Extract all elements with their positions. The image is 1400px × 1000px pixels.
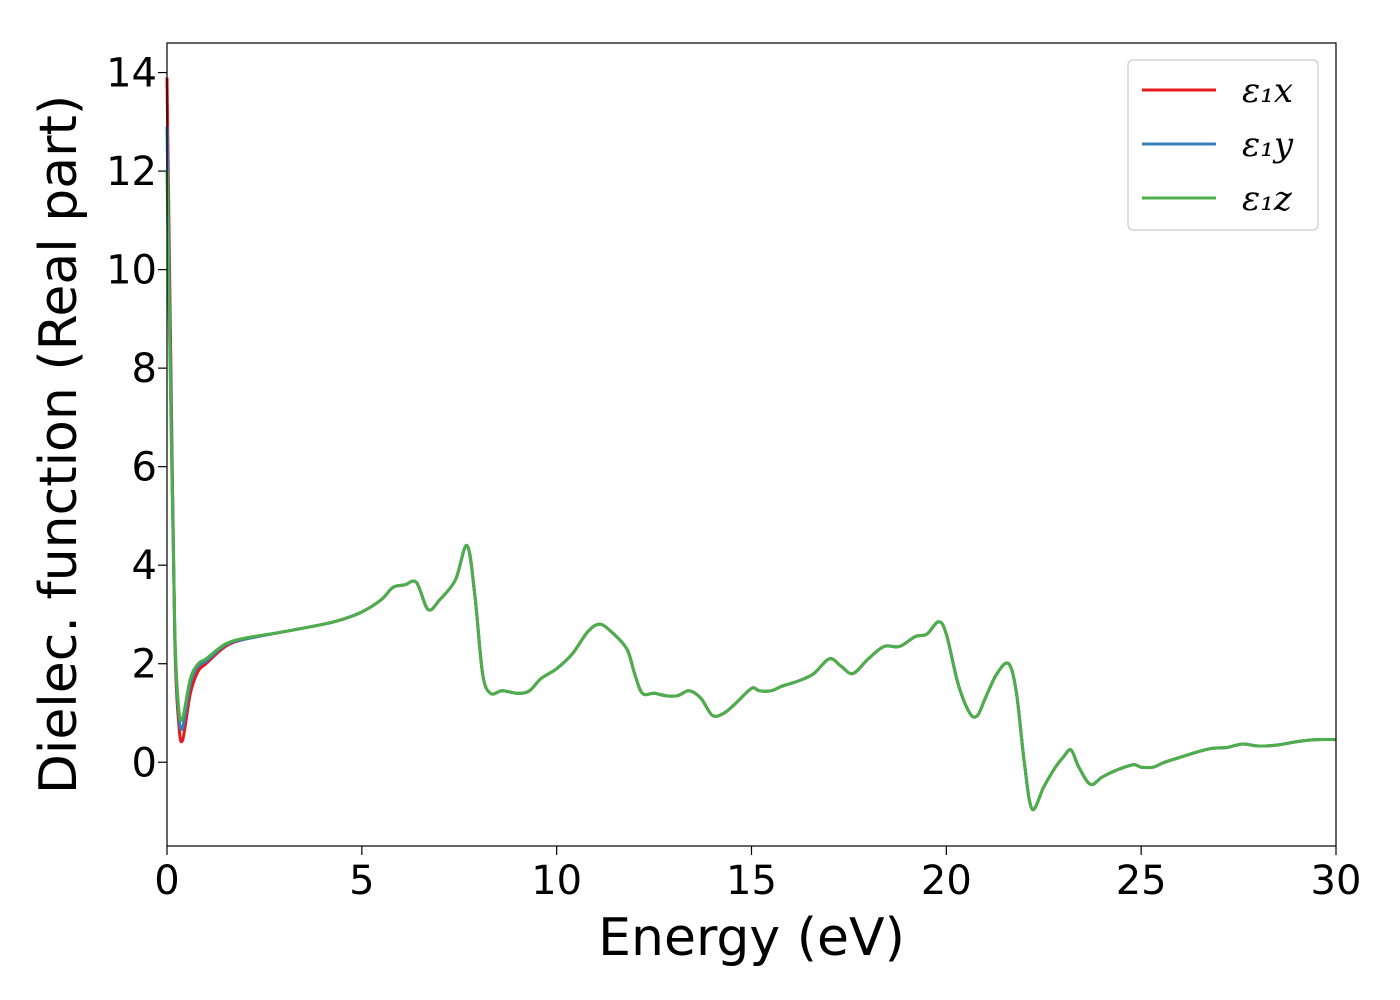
- x-axis-label: Energy (eV): [598, 908, 905, 968]
- x-tick-label: 0: [154, 858, 179, 904]
- y-tick-label: 6: [132, 445, 157, 491]
- x-tick-label: 10: [531, 858, 582, 904]
- y-tick-label: 4: [132, 543, 157, 589]
- legend: ε₁x ε₁y ε₁z: [1127, 59, 1319, 231]
- x-tick-label: 20: [921, 858, 972, 904]
- y-tick-label: 0: [132, 740, 157, 786]
- legend-label-1: ε₁x: [1242, 71, 1293, 111]
- y-tick-label: 2: [132, 642, 157, 688]
- legend-label-3: ε₁z: [1242, 179, 1293, 219]
- y-axis-ticks: 0 2 4 6 8 10 12 14: [106, 51, 167, 786]
- y-axis-label: Dielec. function (Real part): [29, 95, 89, 794]
- series-line-3: [165, 171, 1337, 812]
- x-axis-ticks: 0 5 10 15 20 25 30: [154, 846, 1361, 904]
- x-tick-label: 15: [726, 858, 777, 904]
- series-lines: [165, 77, 1337, 812]
- x-tick-label: 30: [1311, 858, 1362, 904]
- y-tick-label: 10: [106, 248, 157, 294]
- y-tick-label: 14: [106, 51, 157, 97]
- legend-label-2: ε₁y: [1242, 125, 1294, 165]
- y-tick-label: 12: [106, 149, 157, 195]
- plot-frame: [166, 42, 1337, 847]
- x-tick-label: 25: [1116, 858, 1167, 904]
- legend-box: [1127, 59, 1319, 231]
- y-tick-label: 8: [132, 346, 157, 392]
- x-tick-label: 5: [349, 858, 374, 904]
